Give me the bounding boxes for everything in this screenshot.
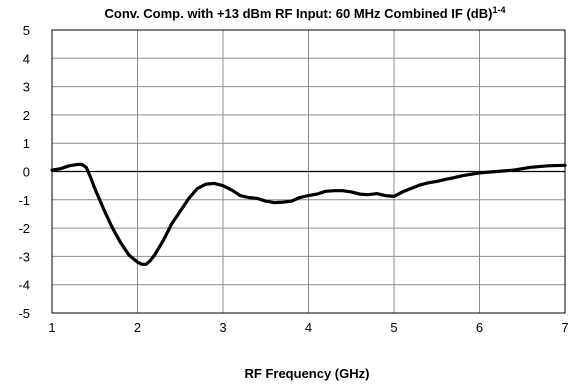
x-tick-label: 1 — [48, 320, 55, 335]
y-tick-label: 4 — [23, 51, 30, 66]
y-tick-label: -2 — [18, 221, 30, 236]
series-line — [50, 162, 567, 266]
x-tick-label: 2 — [134, 320, 141, 335]
y-tick-label: 3 — [23, 80, 30, 95]
y-tick-label: 2 — [23, 108, 30, 123]
x-tick-label: 5 — [390, 320, 397, 335]
x-tick-label: 7 — [561, 320, 568, 335]
y-tick-label: -5 — [18, 306, 30, 321]
x-axis-label: RF Frequency (GHz) — [245, 366, 370, 381]
y-tick-label: -4 — [18, 278, 30, 293]
series-group — [50, 162, 567, 266]
chart-title: Conv. Comp. with +13 dBm RF Input: 60 MH… — [105, 5, 506, 21]
x-tick-label: 3 — [219, 320, 226, 335]
y-tick-label: -1 — [18, 193, 30, 208]
tick-labels: 1 2 3 4 5 6 7 5 4 3 2 1 0 -1 -2 -3 -4 -5 — [18, 23, 568, 335]
y-tick-label: -3 — [18, 249, 30, 264]
y-tick-label: 1 — [23, 136, 30, 151]
y-tick-label: 0 — [23, 165, 30, 180]
x-tick-label: 4 — [305, 320, 312, 335]
y-tick-label: 5 — [23, 23, 30, 38]
x-tick-label: 6 — [476, 320, 483, 335]
